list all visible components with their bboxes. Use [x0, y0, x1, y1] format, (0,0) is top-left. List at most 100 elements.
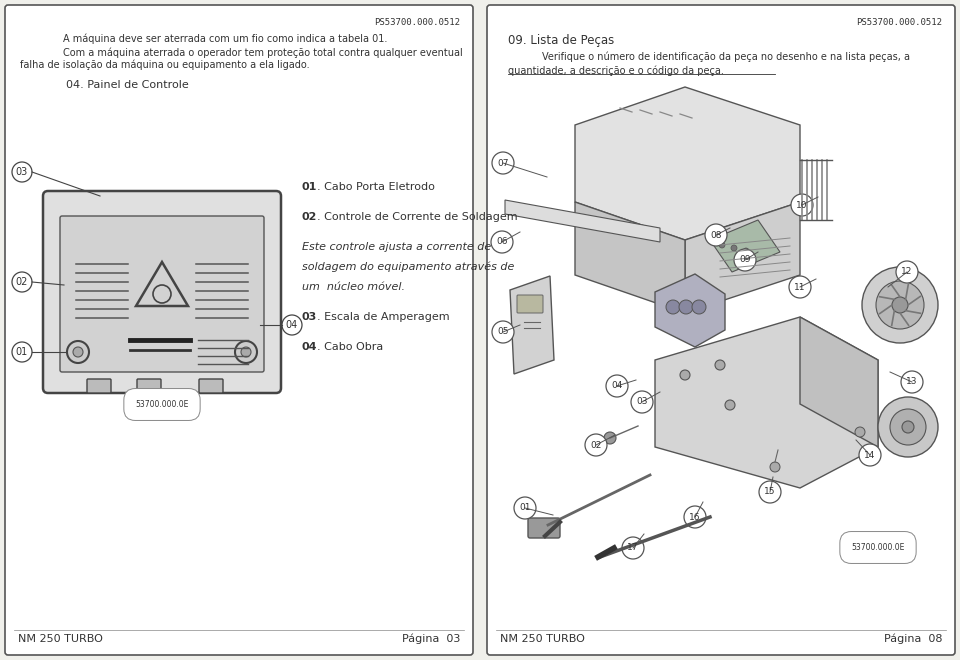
Polygon shape: [710, 220, 780, 272]
Text: 17: 17: [627, 543, 638, 552]
Text: 53700.000.0E: 53700.000.0E: [852, 543, 904, 552]
Circle shape: [731, 245, 737, 251]
Circle shape: [896, 261, 918, 283]
Polygon shape: [685, 202, 800, 313]
Polygon shape: [655, 317, 878, 488]
Circle shape: [606, 375, 628, 397]
FancyBboxPatch shape: [137, 379, 161, 393]
Text: 08: 08: [710, 230, 722, 240]
Text: . Escala de Amperagem: . Escala de Amperagem: [317, 312, 449, 322]
Circle shape: [282, 315, 302, 335]
Circle shape: [666, 300, 680, 314]
Text: falha de isolação da máquina ou equipamento a ela ligado.: falha de isolação da máquina ou equipame…: [20, 60, 310, 71]
Text: 12: 12: [901, 267, 913, 277]
Circle shape: [692, 300, 706, 314]
Circle shape: [855, 427, 865, 437]
Circle shape: [901, 371, 923, 393]
Circle shape: [770, 462, 780, 472]
Text: Com a máquina aterrada o operador tem proteção total contra qualquer eventual: Com a máquina aterrada o operador tem pr…: [63, 47, 463, 57]
Polygon shape: [510, 276, 554, 374]
Text: 02: 02: [15, 277, 28, 287]
Circle shape: [241, 347, 251, 357]
Text: PS53700.000.0512: PS53700.000.0512: [856, 18, 942, 27]
Text: A máquina deve ser aterrada com um fio como indica a tabela 01.: A máquina deve ser aterrada com um fio c…: [63, 34, 388, 44]
Circle shape: [734, 249, 756, 271]
Circle shape: [680, 370, 690, 380]
Text: 01: 01: [302, 182, 318, 192]
Text: 15: 15: [764, 488, 776, 496]
Circle shape: [789, 276, 811, 298]
Text: um  núcleo móvel.: um núcleo móvel.: [302, 282, 405, 292]
Text: . Controle de Corrente de Soldagem: . Controle de Corrente de Soldagem: [317, 212, 517, 222]
Circle shape: [892, 297, 908, 313]
Text: 03: 03: [636, 397, 648, 407]
Polygon shape: [655, 274, 725, 347]
Circle shape: [878, 397, 938, 457]
Text: Página  08: Página 08: [883, 634, 942, 644]
Circle shape: [622, 537, 644, 559]
Circle shape: [902, 421, 914, 433]
Polygon shape: [800, 317, 878, 447]
FancyBboxPatch shape: [528, 518, 560, 538]
FancyBboxPatch shape: [87, 379, 111, 393]
Text: quantidade, a descrição e o código da peça.: quantidade, a descrição e o código da pe…: [508, 65, 724, 75]
Circle shape: [876, 281, 924, 329]
Text: 04. Painel de Controle: 04. Painel de Controle: [66, 80, 189, 90]
Circle shape: [791, 194, 813, 216]
Circle shape: [235, 341, 257, 363]
Text: 03: 03: [16, 167, 28, 177]
Text: 03: 03: [302, 312, 317, 322]
Text: 09. Lista de Peças: 09. Lista de Peças: [508, 34, 614, 47]
FancyBboxPatch shape: [5, 5, 473, 655]
Text: 16: 16: [689, 513, 701, 521]
FancyBboxPatch shape: [517, 295, 543, 313]
Circle shape: [743, 248, 749, 254]
Circle shape: [890, 409, 926, 445]
FancyBboxPatch shape: [43, 191, 281, 393]
Circle shape: [759, 481, 781, 503]
Circle shape: [585, 434, 607, 456]
Circle shape: [719, 242, 725, 248]
Text: NM 250 TURBO: NM 250 TURBO: [18, 634, 103, 644]
Circle shape: [73, 347, 83, 357]
Circle shape: [725, 400, 735, 410]
Text: . Cabo Obra: . Cabo Obra: [317, 342, 383, 352]
Text: 02: 02: [302, 212, 318, 222]
Circle shape: [492, 321, 514, 343]
Text: 07: 07: [497, 158, 509, 168]
Text: soldagem do equipamento através de: soldagem do equipamento através de: [302, 262, 515, 273]
Text: 04: 04: [612, 381, 623, 391]
Text: 14: 14: [864, 451, 876, 459]
Circle shape: [12, 162, 32, 182]
Text: 01: 01: [16, 347, 28, 357]
Text: Verifique o número de identificação da peça no desenho e na lista peças, a: Verifique o número de identificação da p…: [542, 52, 910, 63]
Text: 11: 11: [794, 282, 805, 292]
Text: 06: 06: [496, 238, 508, 246]
Text: 02: 02: [590, 440, 602, 449]
Text: Página  03: Página 03: [401, 634, 460, 644]
Circle shape: [12, 272, 32, 292]
Text: . Cabo Porta Eletrodo: . Cabo Porta Eletrodo: [317, 182, 435, 192]
FancyBboxPatch shape: [487, 5, 955, 655]
Text: Este controle ajusta a corrente de: Este controle ajusta a corrente de: [302, 242, 492, 252]
Text: 04: 04: [302, 342, 318, 352]
Text: NM 250 TURBO: NM 250 TURBO: [500, 634, 585, 644]
Circle shape: [514, 497, 536, 519]
Circle shape: [679, 300, 693, 314]
Text: 05: 05: [497, 327, 509, 337]
Circle shape: [631, 391, 653, 413]
Circle shape: [862, 267, 938, 343]
Circle shape: [859, 444, 881, 466]
Circle shape: [715, 360, 725, 370]
Circle shape: [705, 224, 727, 246]
Polygon shape: [575, 87, 800, 240]
Circle shape: [492, 152, 514, 174]
Circle shape: [491, 231, 513, 253]
Text: 04: 04: [286, 320, 299, 330]
Circle shape: [12, 342, 32, 362]
FancyBboxPatch shape: [199, 379, 223, 393]
Text: 01: 01: [519, 504, 531, 513]
Text: 53700.000.0E: 53700.000.0E: [135, 400, 189, 409]
Circle shape: [684, 506, 706, 528]
Circle shape: [67, 341, 89, 363]
